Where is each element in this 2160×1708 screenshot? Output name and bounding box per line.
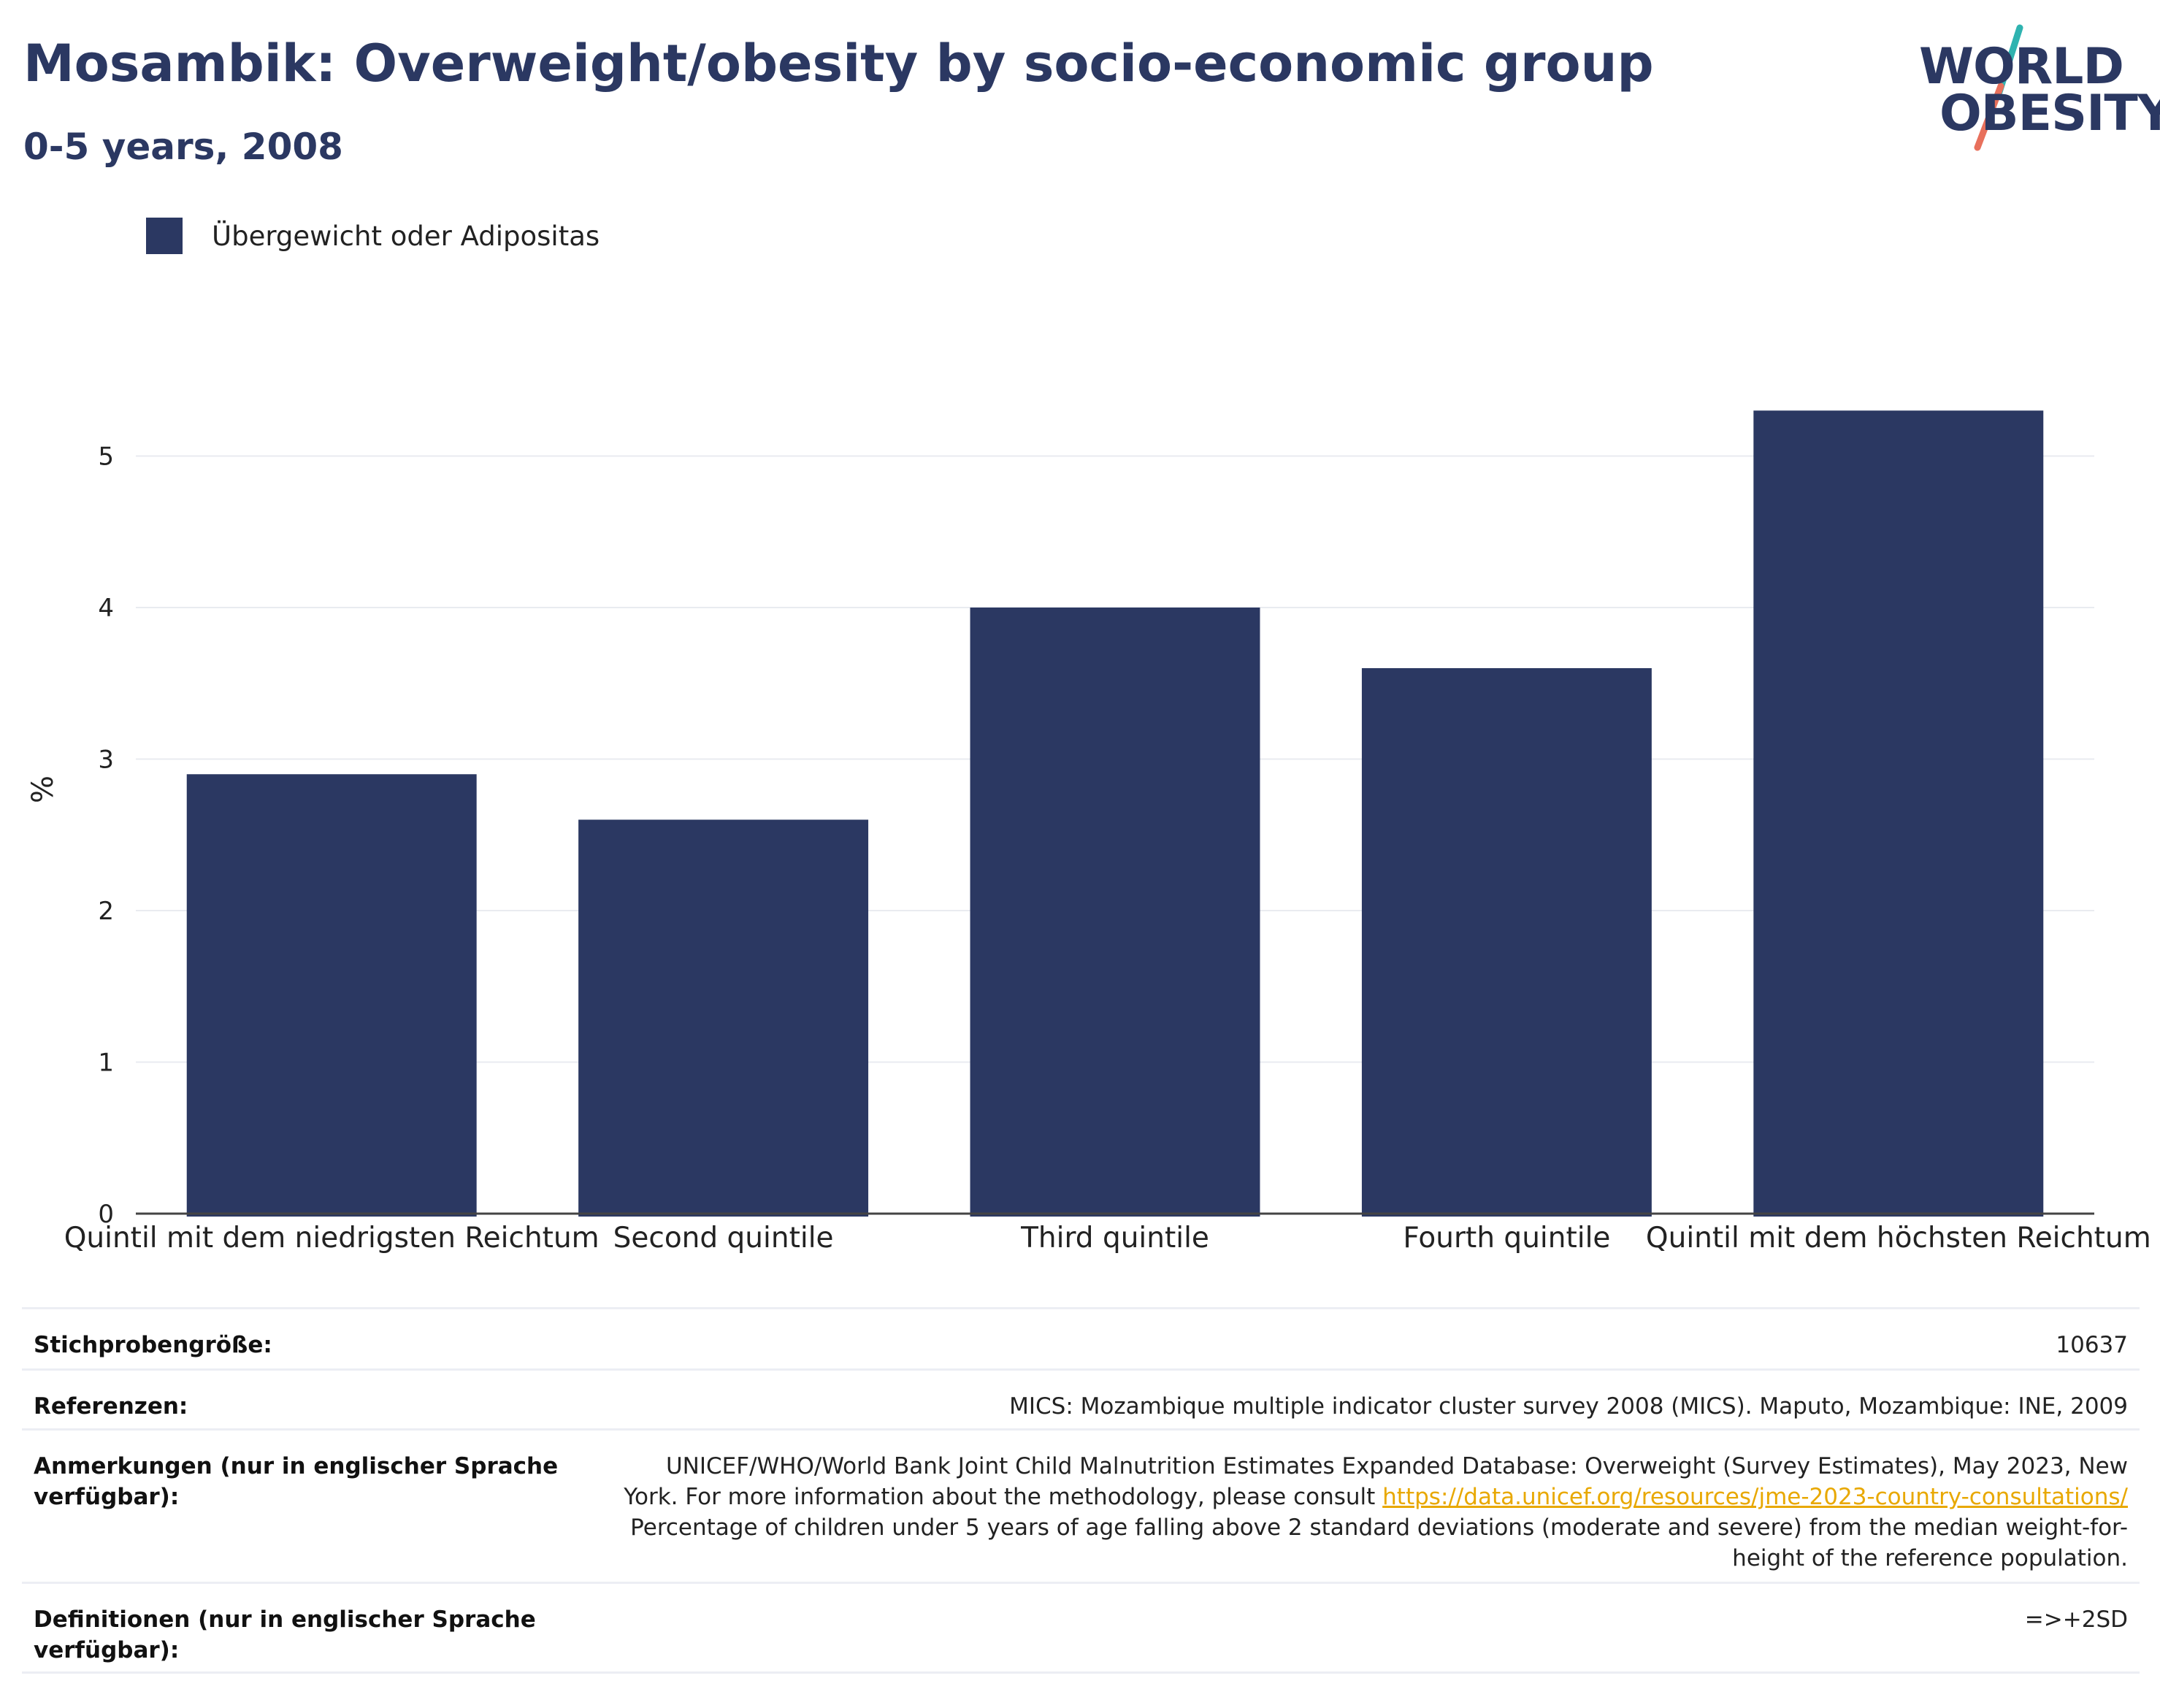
y-tick-label: 0 <box>98 1200 114 1229</box>
notes-methodology-link[interactable]: https://data.unicef.org/resources/jme-20… <box>1382 1484 2128 1510</box>
definitions-label: Definitionen (nur in englischer Sprache … <box>34 1606 536 1663</box>
notes-text-after: Percentage of children under 5 years of … <box>630 1514 2128 1571</box>
x-category-label: Third quintile <box>1020 1222 1209 1255</box>
bar[interactable] <box>1753 410 2044 1217</box>
x-category-label: Quintil mit dem höchsten Reichtum <box>1646 1222 2151 1255</box>
notes-text-before: UNICEF/WHO/World Bank Joint Child Malnut… <box>624 1453 2128 1510</box>
y-tick-label: 2 <box>98 897 114 926</box>
legend-swatch <box>146 218 183 254</box>
sample-size-value: 10637 <box>2056 1332 2128 1358</box>
chart-title: Mosambik: Overweight/obesity by socio-ec… <box>23 34 1654 93</box>
notes-value: UNICEF/WHO/World Bank Joint Child Malnut… <box>609 1451 2128 1574</box>
y-axis-title: % <box>26 776 60 803</box>
bar[interactable] <box>578 819 869 1217</box>
world-obesity-logo[interactable]: WORLD OBESITY <box>1899 22 2160 153</box>
y-tick-label: 4 <box>98 594 114 623</box>
sample-size-label: Stichprobengröße: <box>34 1332 272 1358</box>
bar[interactable] <box>970 608 1260 1217</box>
definitions-value: =>+2SD <box>2024 1606 2128 1633</box>
logo-slash-icon <box>1974 24 2023 151</box>
bar[interactable] <box>1361 668 1652 1217</box>
references-label: Referenzen: <box>34 1393 188 1420</box>
bar-chart: 0 1 2 3 4 5 Quintil mit dem niedrigsten Reicht… <box>26 410 2151 1255</box>
logo-word-world: WORLD <box>1919 38 2124 96</box>
logo-word-obesity: OBESITY <box>1939 85 2160 142</box>
info-row-notes: Anmerkungen (nur in englischer Sprache v… <box>22 1428 2140 1582</box>
bars <box>186 410 2044 1217</box>
references-value: MICS: Mozambique multiple indicator clus… <box>1009 1393 2128 1420</box>
bar[interactable] <box>186 774 477 1217</box>
info-row-references: Referenzen: MICS: Mozambique multiple in… <box>22 1368 2140 1428</box>
chart-subtitle: 0-5 years, 2008 <box>23 126 343 168</box>
notes-label: Anmerkungen (nur in englischer Sprache v… <box>34 1453 559 1510</box>
legend-label: Übergewicht oder Adipositas <box>212 220 600 252</box>
info-table: Stichprobengröße: 10637 Referenzen: MICS… <box>22 1307 2140 1674</box>
y-tick-label: 3 <box>98 746 114 775</box>
axis-labels: 0 1 2 3 4 5 Quintil mit dem niedrigsten Reicht… <box>26 443 2151 1255</box>
x-category-label: Second quintile <box>613 1222 834 1255</box>
y-tick-label: 5 <box>98 443 114 472</box>
info-row-definitions: Definitionen (nur in englischer Sprache … <box>22 1582 2140 1674</box>
x-category-label: Fourth quintile <box>1403 1222 1610 1255</box>
info-row-sample-size: Stichprobengröße: 10637 <box>22 1307 2140 1368</box>
x-category-label: Quintil mit dem niedrigsten Reichtum <box>64 1222 600 1255</box>
legend[interactable]: Übergewicht oder Adipositas <box>146 218 600 254</box>
y-tick-label: 1 <box>98 1049 114 1078</box>
